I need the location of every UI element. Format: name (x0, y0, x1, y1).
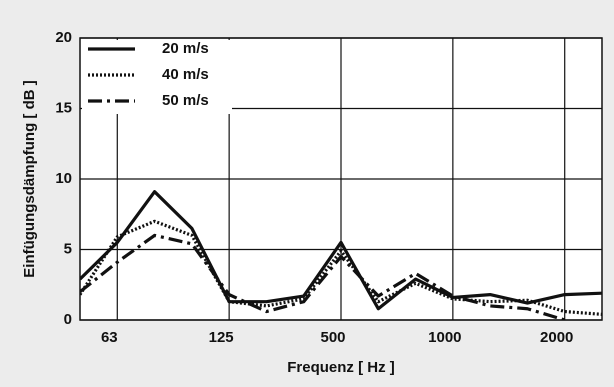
x-tick-label: 63 (101, 329, 118, 346)
x-axis-label: Frequenz [ Hz ] (287, 359, 395, 376)
legend-label: 20 m/s (162, 40, 209, 57)
y-tick-label: 5 (64, 240, 72, 257)
data-line (80, 233, 566, 320)
y-axis-label: Einfügungsdämpfung [ dB ] (21, 80, 38, 277)
y-tick-label: 15 (55, 99, 72, 116)
x-tick-label: 125 (209, 329, 234, 346)
legend-label: 40 m/s (162, 66, 209, 83)
y-tick-label: 20 (55, 29, 72, 46)
y-tick-label: 0 (64, 311, 72, 328)
legend-label: 50 m/s (162, 92, 209, 109)
x-tick-label: 2000 (540, 329, 573, 346)
data-line (80, 219, 602, 316)
x-tick-label: 500 (320, 329, 345, 346)
x-tick-label: 1000 (428, 329, 461, 346)
y-tick-label: 10 (55, 170, 72, 187)
plot-frame (79, 37, 603, 321)
plot-lines (80, 190, 602, 320)
legend-box (82, 40, 232, 114)
